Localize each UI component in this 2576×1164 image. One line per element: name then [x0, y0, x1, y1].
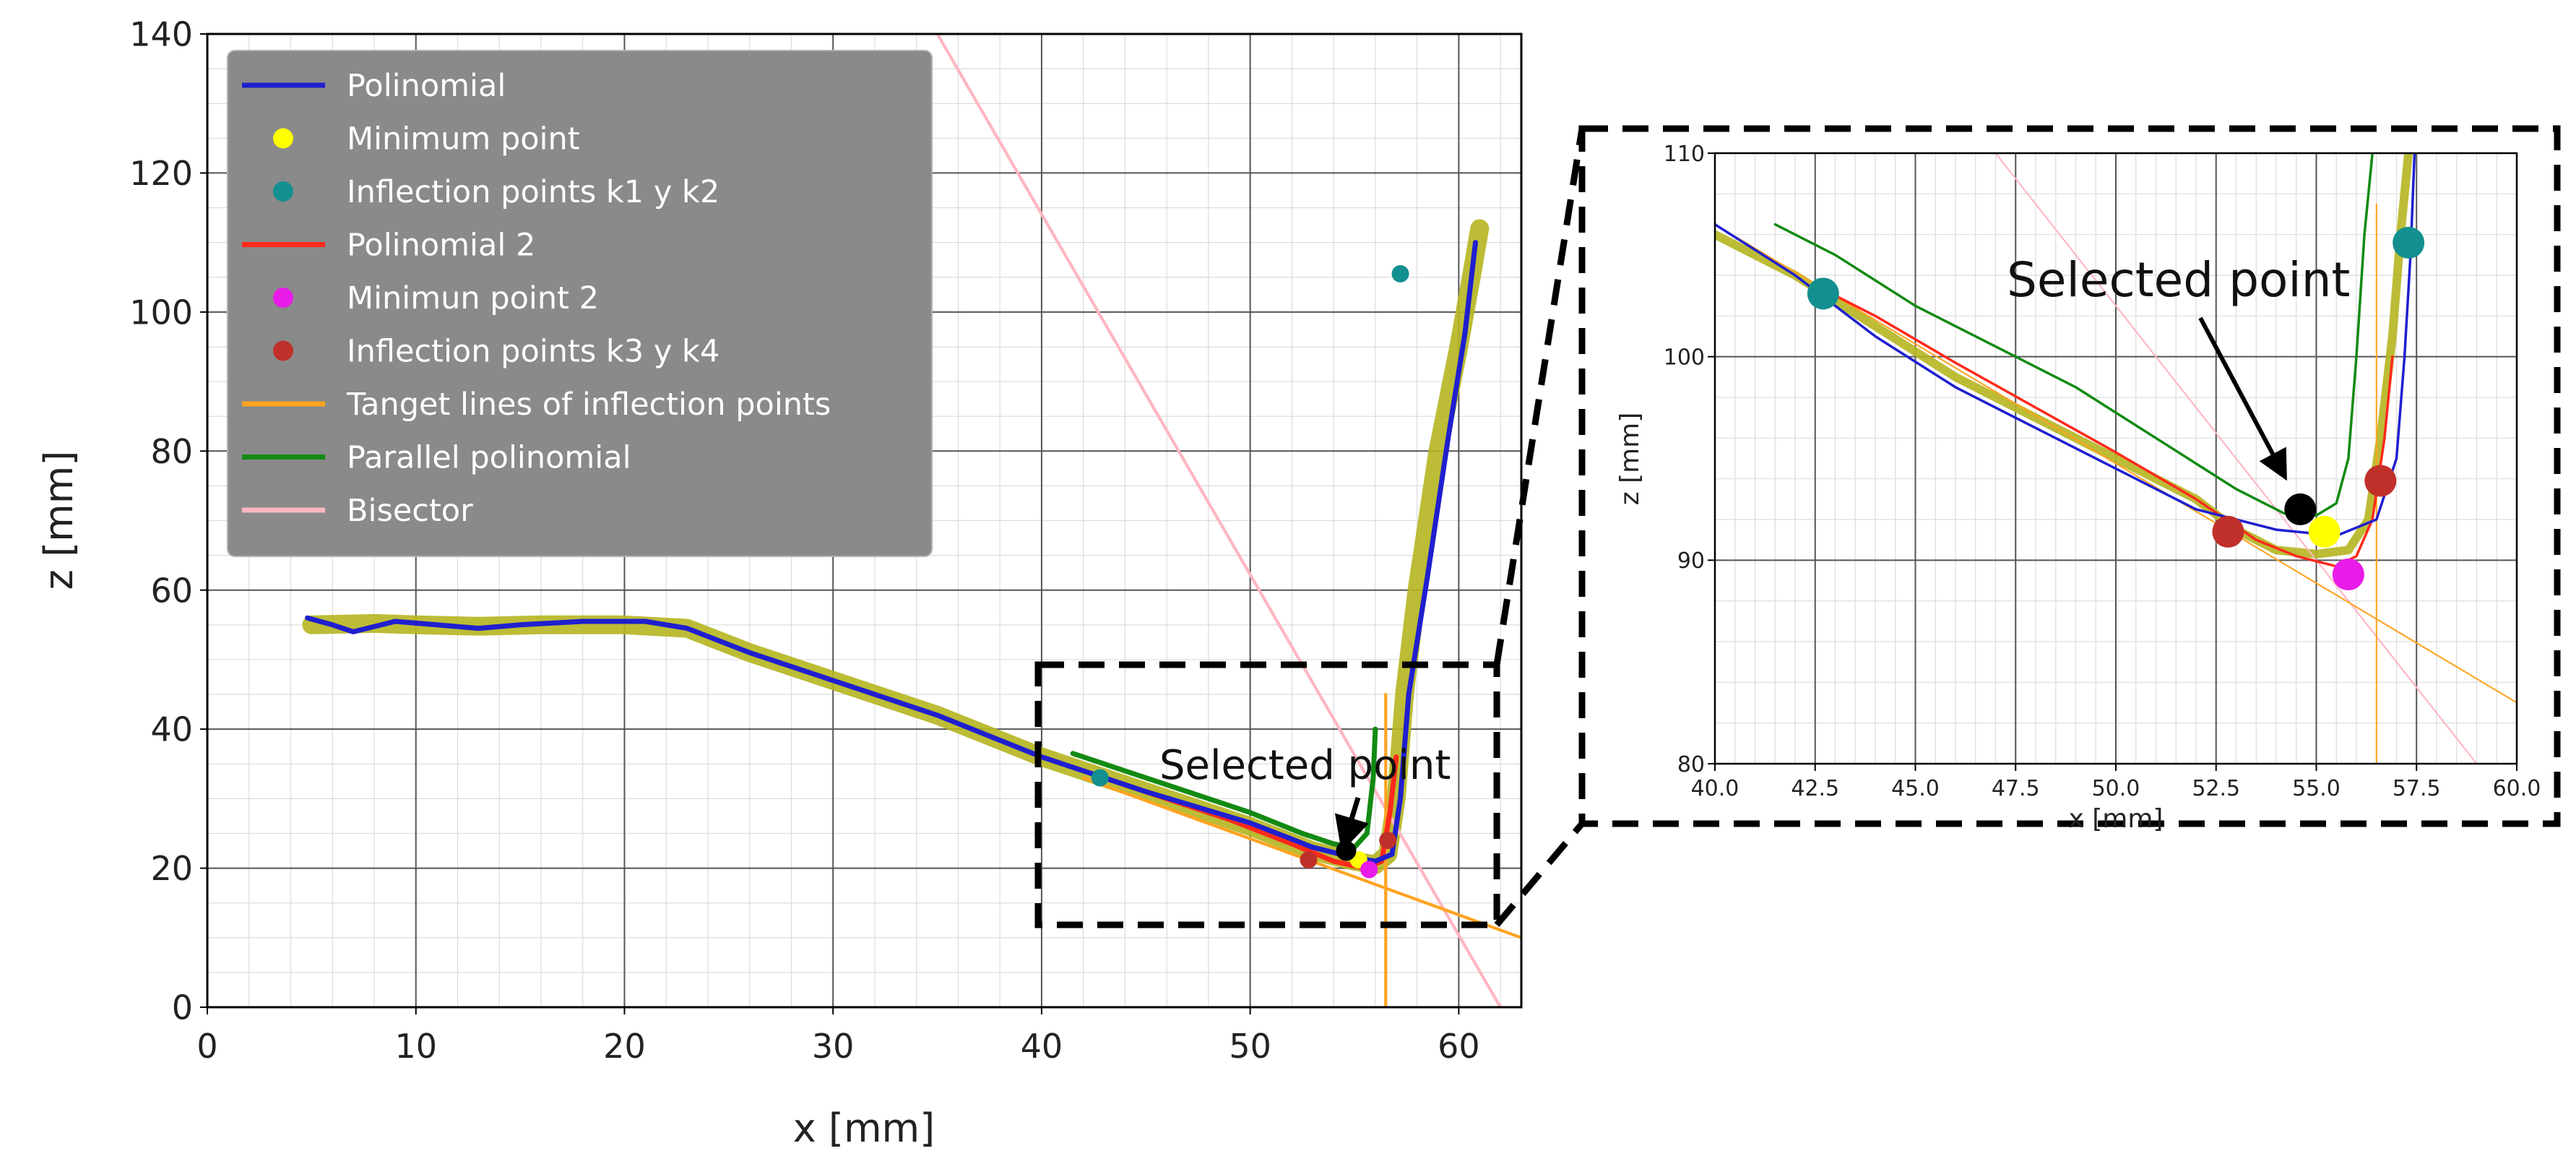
legend: Polinomial Minimum point Inflection points…: [227, 50, 933, 557]
legend-entry-label: Bisector: [347, 493, 473, 529]
main-y-tick-label: 60: [150, 571, 193, 610]
main-x-tick-label: 40: [1021, 1027, 1063, 1066]
zoom-point-inflection-k3: [2212, 515, 2244, 548]
main-series-polinomial: [305, 240, 1478, 864]
zoom-point-minimum-point-2: [2332, 559, 2364, 591]
zoom-y-tick-label: 110: [1664, 142, 1705, 167]
main-series-bisector: [935, 34, 1503, 1007]
main-plot-area: [302, 34, 1521, 1007]
zoom-annotation-arrow: [2198, 316, 2287, 481]
zoom-point-selected-point: [2284, 493, 2317, 525]
zoom-point-inflection-k2: [2393, 226, 2425, 259]
main-y-tick-label: 80: [150, 432, 193, 471]
main-y-tick-label: 140: [129, 15, 193, 54]
legend-entry-label: Minimun point 2: [347, 280, 599, 316]
zoom-plot-area: [1715, 153, 2517, 764]
legend-swatch: [273, 340, 293, 361]
zoom-x-tick-label: 40.0: [1691, 776, 1739, 801]
zoom-inset-chart: 40.0 42.5 45.0 47.5 50.0 52.5 55.0 57.5 60.0 80 90…: [1578, 125, 2561, 834]
main-y-axis-label: z [mm]: [36, 451, 82, 590]
legend-entry-label: Tanget lines of inflection points: [346, 387, 831, 423]
zoom-y-tick-label: 80: [1677, 752, 1705, 777]
legend-entry-label: Inflection points k1 y k2: [347, 174, 719, 210]
zoom-region-box: [1034, 661, 1500, 928]
legend-entry-label: Parallel polinomial: [347, 440, 631, 476]
main-x-tick-label: 60: [1438, 1027, 1480, 1066]
legend-box: [227, 50, 933, 557]
zoom-x-tick-label: 52.5: [2192, 776, 2240, 801]
zoom-x-tick-label: 50.0: [2092, 776, 2140, 801]
zoom-connector-bottom: [1494, 822, 1585, 927]
legend-entry-label: Polinomial: [347, 68, 506, 104]
main-x-tick-label: 10: [394, 1027, 437, 1066]
zoom-connector-top: [1493, 128, 1586, 665]
legend-swatch: [273, 181, 293, 202]
zoom-series-tangent-1: [1715, 223, 2517, 704]
main-x-tick-label: 50: [1229, 1027, 1271, 1066]
zoom-ticks: 40.0 42.5 45.0 47.5 50.0 52.5 55.0 57.5 60.0 80 90…: [1664, 142, 2541, 801]
zoom-x-tick-label: 60.0: [2493, 776, 2541, 801]
legend-swatch: [273, 128, 293, 149]
main-x-tick-label: 20: [603, 1027, 646, 1066]
main-selected-point-annotation: Selected point: [1159, 742, 1451, 789]
main-point-inflection-k3: [1300, 851, 1318, 869]
zoom-selected-point-annotation: Selected point: [2007, 252, 2350, 308]
main-y-tick-label: 120: [129, 154, 193, 193]
zoom-point-minimum-point: [2308, 515, 2341, 548]
zoom-y-axis-label: z [mm]: [1615, 413, 1645, 506]
main-y-tick-label: 0: [172, 988, 193, 1027]
main-point-inflection-k1: [1091, 769, 1109, 787]
zoom-x-tick-label: 42.5: [1791, 776, 1839, 801]
main-x-axis-label: x [mm]: [793, 1105, 935, 1151]
zoom-x-axis-label: x [mm]: [2069, 804, 2164, 834]
legend-entry-label: Polinomial 2: [347, 228, 535, 264]
main-x-tick-label: 0: [196, 1027, 217, 1066]
main-y-tick-label: 40: [150, 710, 193, 749]
zoom-point-inflection-k4: [2364, 465, 2397, 497]
main-y-tick-label: 100: [129, 293, 193, 332]
zoom-point-inflection-k1: [1807, 277, 1839, 310]
main-ticks: 0 10 20 30 40 50 60 0 20 40 60 80 100 120 140: [129, 15, 1479, 1066]
zoom-y-tick-label: 90: [1677, 548, 1705, 574]
zoom-x-tick-label: 45.0: [1891, 776, 1940, 801]
main-annotation-arrow: [1334, 796, 1369, 853]
legend-swatch: [273, 288, 293, 308]
main-chart: 0 10 20 30 40 50 60 0 20 40 60 80 100 120 140 x [mm] z…: [36, 15, 1523, 1151]
main-x-tick-label: 30: [812, 1027, 855, 1066]
main-point-minimum-point-2: [1360, 861, 1378, 879]
zoom-x-tick-label: 47.5: [1992, 776, 2040, 801]
main-series-parallel-polinomial: [1070, 726, 1378, 850]
zoom-x-tick-label: 57.5: [2393, 776, 2441, 801]
zoom-series-bisector: [1994, 153, 2478, 764]
zoom-series-polinomial-2: [1814, 284, 2394, 568]
legend-entry-label: Inflection points k3 y k4: [347, 334, 719, 370]
zoom-y-tick-label: 100: [1664, 345, 1705, 370]
zoom-x-tick-label: 55.0: [2292, 776, 2341, 801]
main-point-inflection-k4: [1379, 832, 1397, 850]
legend-entry-label: Minimum point: [347, 121, 580, 158]
zoom-series-parallel-polinomial: [1773, 153, 2374, 517]
main-point-inflection-k2: [1391, 264, 1409, 283]
main-y-tick-label: 20: [150, 849, 193, 888]
